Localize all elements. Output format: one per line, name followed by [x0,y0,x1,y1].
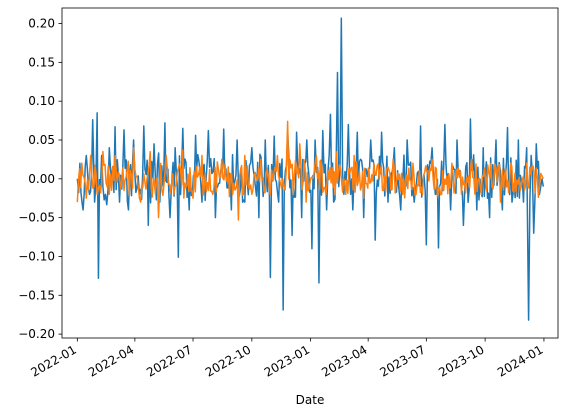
plot-frame [61,7,559,339]
y-tick-label: −0.15 [18,288,55,302]
x-tick-label: 2023-01 [262,342,312,379]
y-tick-label: 0.05 [28,133,55,147]
y-tick-label: 0.15 [28,55,55,69]
series-line-2 [76,120,544,221]
x-tick-label: 2023-07 [377,342,427,379]
y-tick-label: 0.00 [28,172,55,186]
x-tick-label: 2022-01 [28,342,78,379]
y-tick-label: −0.10 [18,249,55,263]
series-layer [76,17,545,321]
y-axis: −0.20 −0.15 −0.10 −0.05 0.00 0.05 0.10 0.15 0.20 [18,17,62,341]
x-tick-label: 2022-04 [86,342,136,379]
x-axis-label: Date [296,393,325,407]
x-tick-label: 2024-01 [495,342,545,379]
x-tick-label: 2023-10 [436,342,486,379]
y-tick-label: 0.20 [28,17,55,31]
x-tick-label: 2022-10 [203,342,253,379]
x-tick-label: 2023-04 [319,342,369,379]
x-tick-label: 2022-07 [144,342,194,379]
x-axis: 2022-01 2022-04 2022-07 2022-10 2023-01 2023-… [28,338,545,380]
y-tick-label: −0.05 [18,211,55,225]
y-tick-label: 0.10 [28,94,55,108]
y-tick-label: −0.20 [18,327,55,341]
